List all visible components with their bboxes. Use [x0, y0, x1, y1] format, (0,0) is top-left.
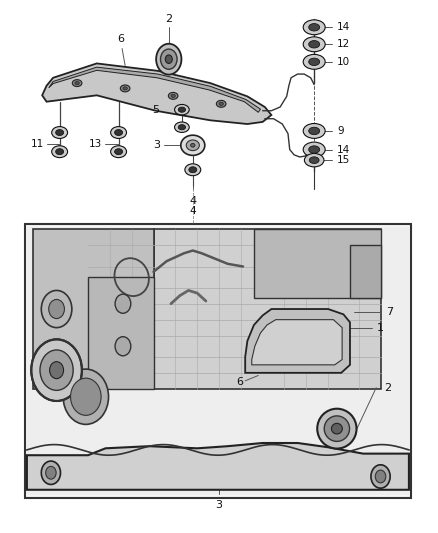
Text: 6: 6: [236, 377, 243, 387]
Ellipse shape: [185, 164, 201, 176]
Polygon shape: [33, 229, 153, 389]
Text: 7: 7: [386, 306, 393, 317]
Ellipse shape: [52, 146, 67, 158]
Ellipse shape: [309, 146, 320, 154]
Ellipse shape: [309, 127, 320, 135]
Ellipse shape: [303, 142, 325, 157]
Text: 3: 3: [215, 500, 223, 511]
Ellipse shape: [171, 94, 175, 98]
Text: 3: 3: [153, 140, 160, 150]
Ellipse shape: [115, 130, 123, 135]
Ellipse shape: [160, 49, 177, 69]
Circle shape: [41, 461, 60, 484]
Polygon shape: [49, 67, 261, 112]
Ellipse shape: [309, 23, 320, 31]
Circle shape: [31, 340, 82, 401]
Ellipse shape: [111, 126, 127, 139]
Ellipse shape: [304, 154, 324, 167]
Ellipse shape: [120, 85, 130, 92]
Circle shape: [375, 470, 386, 483]
Circle shape: [49, 300, 64, 319]
Circle shape: [71, 378, 101, 415]
Text: 5: 5: [152, 104, 159, 115]
Text: 2: 2: [165, 13, 172, 23]
Circle shape: [115, 294, 131, 313]
Ellipse shape: [181, 135, 205, 156]
Ellipse shape: [156, 44, 181, 75]
Circle shape: [46, 466, 56, 479]
Ellipse shape: [72, 79, 82, 86]
Polygon shape: [153, 229, 381, 389]
Ellipse shape: [303, 37, 325, 52]
Ellipse shape: [219, 102, 223, 106]
Circle shape: [49, 362, 64, 378]
Polygon shape: [254, 229, 381, 298]
Ellipse shape: [75, 82, 79, 85]
Text: 15: 15: [337, 155, 350, 165]
Ellipse shape: [111, 146, 127, 158]
Ellipse shape: [178, 125, 186, 130]
Polygon shape: [350, 245, 381, 298]
Ellipse shape: [175, 122, 189, 132]
Text: 13: 13: [89, 139, 102, 149]
Text: 4: 4: [190, 206, 196, 216]
Text: 4: 4: [189, 196, 196, 206]
Ellipse shape: [303, 54, 325, 69]
Ellipse shape: [168, 92, 178, 99]
Circle shape: [40, 350, 73, 390]
Ellipse shape: [303, 20, 325, 35]
Ellipse shape: [175, 104, 189, 115]
Ellipse shape: [309, 58, 320, 66]
Ellipse shape: [303, 124, 325, 139]
Text: 6: 6: [117, 34, 124, 44]
Polygon shape: [88, 277, 153, 389]
Ellipse shape: [165, 55, 172, 63]
Ellipse shape: [191, 143, 195, 147]
Ellipse shape: [189, 167, 197, 173]
Ellipse shape: [123, 87, 127, 90]
Text: 10: 10: [337, 57, 350, 67]
Ellipse shape: [216, 100, 226, 107]
Ellipse shape: [115, 149, 123, 155]
Circle shape: [63, 369, 109, 424]
Text: 1: 1: [377, 322, 384, 333]
Ellipse shape: [309, 41, 320, 48]
Ellipse shape: [317, 409, 357, 449]
Text: 14: 14: [337, 144, 350, 155]
Text: 2: 2: [384, 383, 391, 393]
Polygon shape: [252, 320, 342, 365]
Ellipse shape: [324, 416, 350, 441]
Circle shape: [41, 290, 72, 328]
Text: 8: 8: [308, 340, 315, 350]
Ellipse shape: [56, 149, 64, 155]
Polygon shape: [42, 63, 272, 124]
Polygon shape: [27, 443, 409, 490]
Text: 11: 11: [31, 139, 44, 149]
Ellipse shape: [332, 423, 343, 434]
Ellipse shape: [56, 130, 64, 135]
Circle shape: [371, 465, 390, 488]
Polygon shape: [27, 227, 409, 495]
Ellipse shape: [52, 126, 67, 139]
Text: 12: 12: [337, 39, 350, 49]
FancyBboxPatch shape: [25, 224, 411, 498]
Circle shape: [115, 337, 131, 356]
Ellipse shape: [178, 107, 186, 112]
Text: 14: 14: [337, 22, 350, 33]
Ellipse shape: [309, 157, 319, 164]
Polygon shape: [245, 309, 350, 373]
Ellipse shape: [186, 140, 199, 151]
Text: 9: 9: [337, 126, 343, 136]
